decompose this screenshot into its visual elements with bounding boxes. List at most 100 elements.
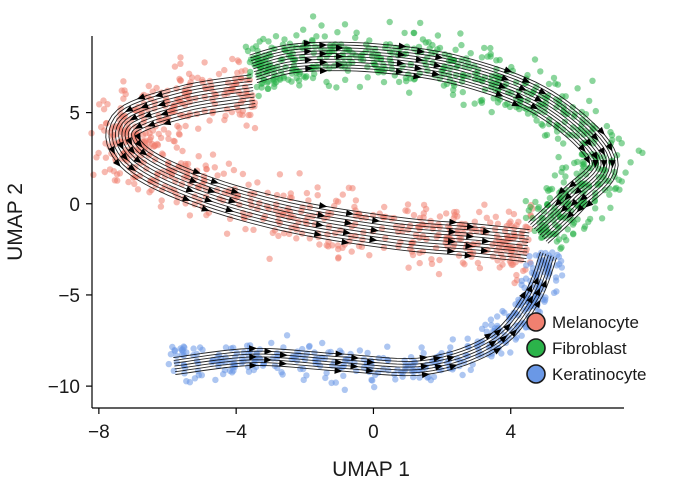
- velocity-arrowhead: [493, 347, 502, 355]
- cell-point: [209, 151, 217, 158]
- velocity-arrowhead: [127, 146, 136, 155]
- cell-point: [531, 112, 538, 119]
- cell-point: [550, 74, 558, 82]
- cell-point: [325, 82, 333, 90]
- velocity-streamline: [121, 90, 528, 247]
- cell-point: [509, 67, 516, 75]
- x-axis-ticks: −8 −4 0 4: [88, 408, 516, 443]
- cell-point: [458, 41, 465, 49]
- cell-point: [574, 85, 581, 92]
- cell-point: [254, 179, 261, 186]
- cell-point: [460, 230, 467, 237]
- cell-point: [286, 40, 294, 47]
- cell-point: [553, 288, 560, 295]
- cell-point: [229, 55, 236, 63]
- velocity-arrowhead: [370, 226, 379, 233]
- cell-point: [499, 261, 506, 268]
- cell-point: [545, 80, 553, 88]
- cell-point: [558, 272, 566, 279]
- velocity-arrowhead: [570, 198, 579, 207]
- cell-point: [220, 170, 227, 177]
- cell-point: [308, 36, 316, 44]
- cell-point: [218, 358, 226, 365]
- velocity-arrowhead: [511, 100, 521, 107]
- cell-point: [104, 101, 111, 108]
- cell-point: [392, 376, 399, 383]
- cell-point: [380, 61, 387, 69]
- velocity-arrowhead: [335, 350, 344, 357]
- cell-point: [252, 43, 260, 50]
- velocity-arrowhead: [564, 192, 572, 201]
- cell-point: [293, 32, 300, 39]
- cell-point: [176, 131, 183, 138]
- cell-point: [167, 351, 175, 358]
- velocity-arrowhead: [480, 247, 490, 254]
- cell-point: [563, 237, 570, 244]
- cell-point: [212, 376, 219, 384]
- y-tick-label: 5: [69, 104, 80, 125]
- velocity-arrowhead: [127, 163, 136, 172]
- velocity-arrowhead: [592, 159, 599, 168]
- cell-point: [253, 83, 261, 91]
- velocity-arrowhead: [509, 328, 518, 338]
- y-tick-label: −5: [58, 286, 80, 307]
- velocity-arrowhead: [465, 242, 474, 249]
- cell-point: [510, 309, 517, 317]
- cell-point: [243, 122, 250, 129]
- cell-point: [474, 259, 482, 267]
- cell-point: [340, 372, 347, 379]
- velocity-arrowhead: [526, 295, 534, 304]
- cell-point: [266, 255, 273, 262]
- cell-point: [242, 43, 250, 50]
- cell-point: [356, 83, 364, 91]
- cell-point: [309, 213, 316, 220]
- cell-point: [402, 74, 410, 82]
- cell-point: [173, 352, 180, 359]
- velocity-arrowhead: [540, 279, 547, 288]
- cell-point: [243, 87, 250, 95]
- cell-point: [352, 34, 359, 41]
- velocity-streamline: [173, 253, 547, 365]
- cell-point: [518, 247, 525, 254]
- cell-point: [467, 366, 474, 374]
- cell-point: [305, 197, 312, 204]
- velocity-arrowhead: [416, 47, 426, 55]
- cell-point: [182, 162, 189, 169]
- cell-point: [269, 229, 276, 237]
- velocity-arrowhead: [519, 290, 527, 300]
- velocity-arrowhead: [488, 340, 497, 348]
- velocity-arrowhead: [279, 360, 288, 367]
- cell-point: [553, 262, 560, 269]
- cell-point: [300, 26, 307, 33]
- cell-point: [239, 170, 247, 178]
- velocity-arrowhead: [313, 230, 323, 238]
- cell-point: [341, 21, 349, 28]
- cell-point: [410, 29, 418, 37]
- velocity-streamline: [173, 252, 544, 362]
- cell-point: [505, 208, 513, 215]
- cell-point: [506, 103, 514, 111]
- cell-point: [322, 374, 329, 382]
- cell-point: [230, 367, 237, 374]
- velocity-streamline: [131, 99, 529, 237]
- velocity-arrowhead: [566, 210, 575, 219]
- cell-point: [134, 186, 142, 193]
- cell-point: [488, 108, 495, 116]
- velocity-arrowhead: [317, 211, 326, 218]
- velocity-arrowhead: [483, 333, 493, 341]
- velocity-arrowhead: [433, 355, 442, 363]
- cell-point: [436, 44, 444, 52]
- cell-point: [318, 22, 325, 29]
- cell-point: [146, 189, 153, 196]
- cell-point: [371, 383, 378, 391]
- cell-point: [174, 122, 181, 130]
- velocity-arrowhead: [493, 328, 502, 337]
- cell-point: [560, 179, 567, 186]
- cell-point: [420, 210, 427, 217]
- velocity-arrowhead: [573, 186, 583, 195]
- cell-point: [203, 165, 210, 173]
- cell-point: [510, 210, 518, 218]
- cell-point: [360, 356, 368, 363]
- velocity-arrowhead: [397, 51, 406, 58]
- cell-point: [339, 191, 346, 198]
